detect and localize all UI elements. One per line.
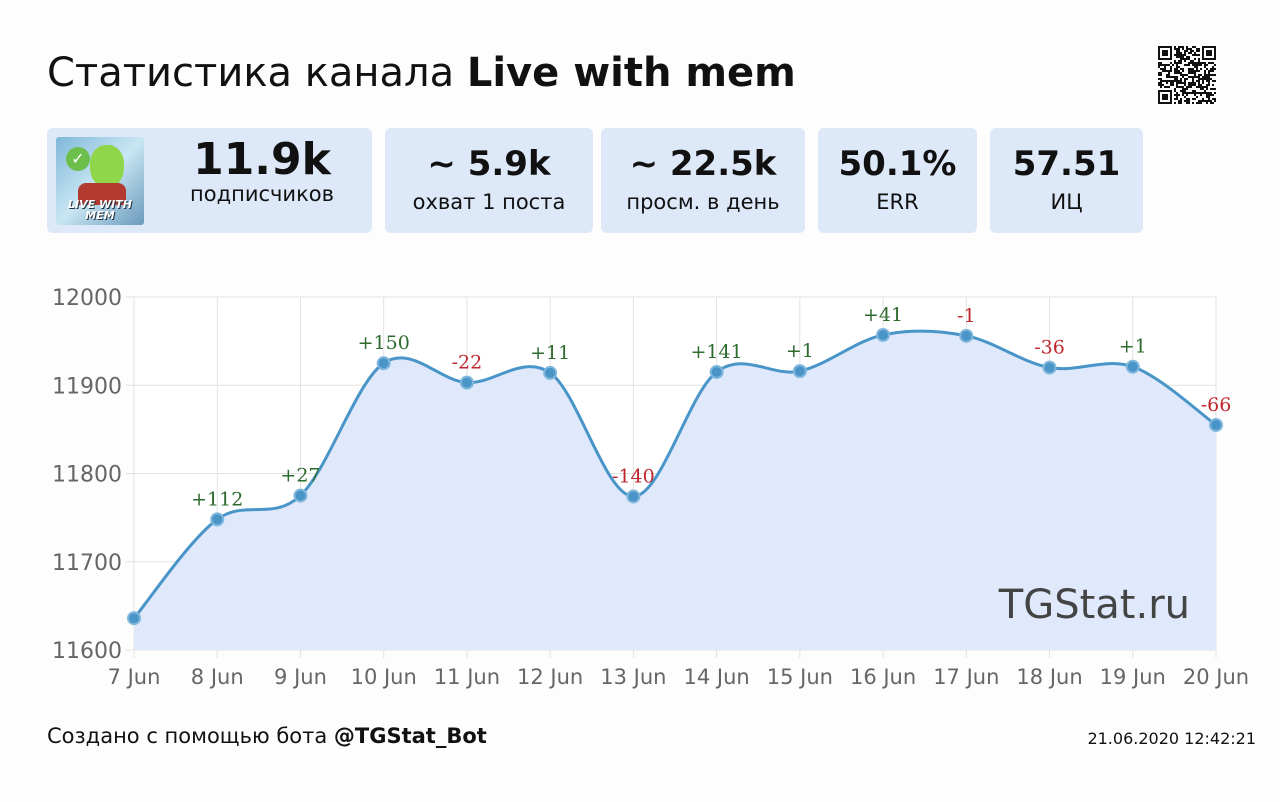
stat-card-reach: ~ 5.9k охват 1 поста <box>385 128 593 233</box>
y-tick-label: 12000 <box>52 286 122 311</box>
x-tick-label: 14 Jun <box>684 665 750 689</box>
x-tick-label: 10 Jun <box>351 665 417 689</box>
verified-check-icon: ✓ <box>66 147 90 171</box>
x-tick-label: 11 Jun <box>434 665 500 689</box>
x-tick-label: 18 Jun <box>1016 665 1082 689</box>
data-label: -66 <box>1201 394 1232 416</box>
stat-card-views: ~ 22.5k просм. в день <box>601 128 805 233</box>
data-label: +11 <box>530 342 570 364</box>
stat-value: 50.1% <box>838 144 957 184</box>
data-point <box>626 489 641 504</box>
y-tick-label: 11800 <box>52 463 122 488</box>
x-tick-label: 15 Jun <box>767 665 833 689</box>
channel-avatar: ✓ LIVE WITH MEM <box>56 137 144 225</box>
stat-label: ИЦ <box>1050 190 1083 214</box>
stat-label: подписчиков <box>190 182 334 206</box>
stat-label: просм. в день <box>626 190 780 214</box>
data-point <box>543 365 558 380</box>
stat-value: ~ 5.9k <box>427 144 551 184</box>
data-label: -1 <box>957 305 976 327</box>
data-label: -140 <box>612 465 655 487</box>
x-tick-label: 17 Jun <box>933 665 999 689</box>
data-point <box>459 375 474 390</box>
x-tick-label: 8 Jun <box>191 665 244 689</box>
x-tick-label: 7 Jun <box>108 665 161 689</box>
stat-label: ERR <box>876 190 919 214</box>
stat-value: 11.9k <box>193 134 331 185</box>
stat-value: ~ 22.5k <box>629 144 777 184</box>
stat-card-err: 50.1% ERR <box>818 128 977 233</box>
data-point <box>127 611 141 626</box>
series-line <box>132 329 1217 620</box>
data-label: +112 <box>191 488 243 510</box>
x-tick-label: 12 Jun <box>517 665 583 689</box>
data-label: +41 <box>863 304 903 326</box>
data-point <box>1209 417 1223 432</box>
data-point <box>959 328 974 343</box>
y-tick-label: 11900 <box>52 374 122 399</box>
x-tick-label: 13 Jun <box>600 665 666 689</box>
data-point <box>709 365 724 380</box>
data-label: -36 <box>1034 337 1065 359</box>
title-prefix: Статистика канала <box>47 50 455 96</box>
y-tick-label: 11600 <box>52 639 122 664</box>
qr-code-icon <box>1158 46 1216 104</box>
bot-link[interactable]: @TGStat_Bot <box>333 724 487 748</box>
data-point <box>210 512 225 527</box>
data-label: +1 <box>786 340 814 362</box>
stat-label: охват 1 поста <box>412 190 566 214</box>
area-fill <box>134 331 1216 650</box>
data-label: +150 <box>358 332 410 354</box>
data-point <box>1125 359 1140 374</box>
y-tick-label: 11700 <box>52 551 122 576</box>
footer-text: Создано с помощью бота <box>47 724 328 748</box>
stat-card-subscribers: ✓ LIVE WITH MEM 11.9k подписчиков <box>47 128 372 233</box>
data-point <box>876 327 891 342</box>
watermark: TGStat.ru <box>998 582 1190 628</box>
data-label: +141 <box>691 341 743 363</box>
data-label: +27 <box>280 465 320 487</box>
stat-value: 57.51 <box>1012 144 1121 184</box>
data-point <box>792 364 807 379</box>
footer: Создано с помощью бота @TGStat_Bot <box>47 724 487 748</box>
x-tick-label: 9 Jun <box>274 665 327 689</box>
data-point <box>376 356 391 371</box>
data-label: -22 <box>452 352 483 374</box>
data-label: +1 <box>1119 336 1147 358</box>
stat-card-citation-index: 57.51 ИЦ <box>990 128 1143 233</box>
channel-name: Live with mem <box>466 50 796 96</box>
data-point <box>293 488 308 503</box>
x-tick-label: 20 Jun <box>1183 665 1249 689</box>
x-tick-label: 16 Jun <box>850 665 916 689</box>
timestamp: 21.06.2020 12:42:21 <box>1087 729 1256 748</box>
subscribers-chart: 11600 11700 11800 11900 12000 7 Jun 8 Jun 9 Jun… <box>52 286 1249 689</box>
data-point <box>1042 360 1057 375</box>
page-title: Статистика канала Live with mem <box>47 50 796 96</box>
x-tick-label: 19 Jun <box>1100 665 1166 689</box>
avatar-logo-text: LIVE WITH MEM <box>68 198 132 222</box>
